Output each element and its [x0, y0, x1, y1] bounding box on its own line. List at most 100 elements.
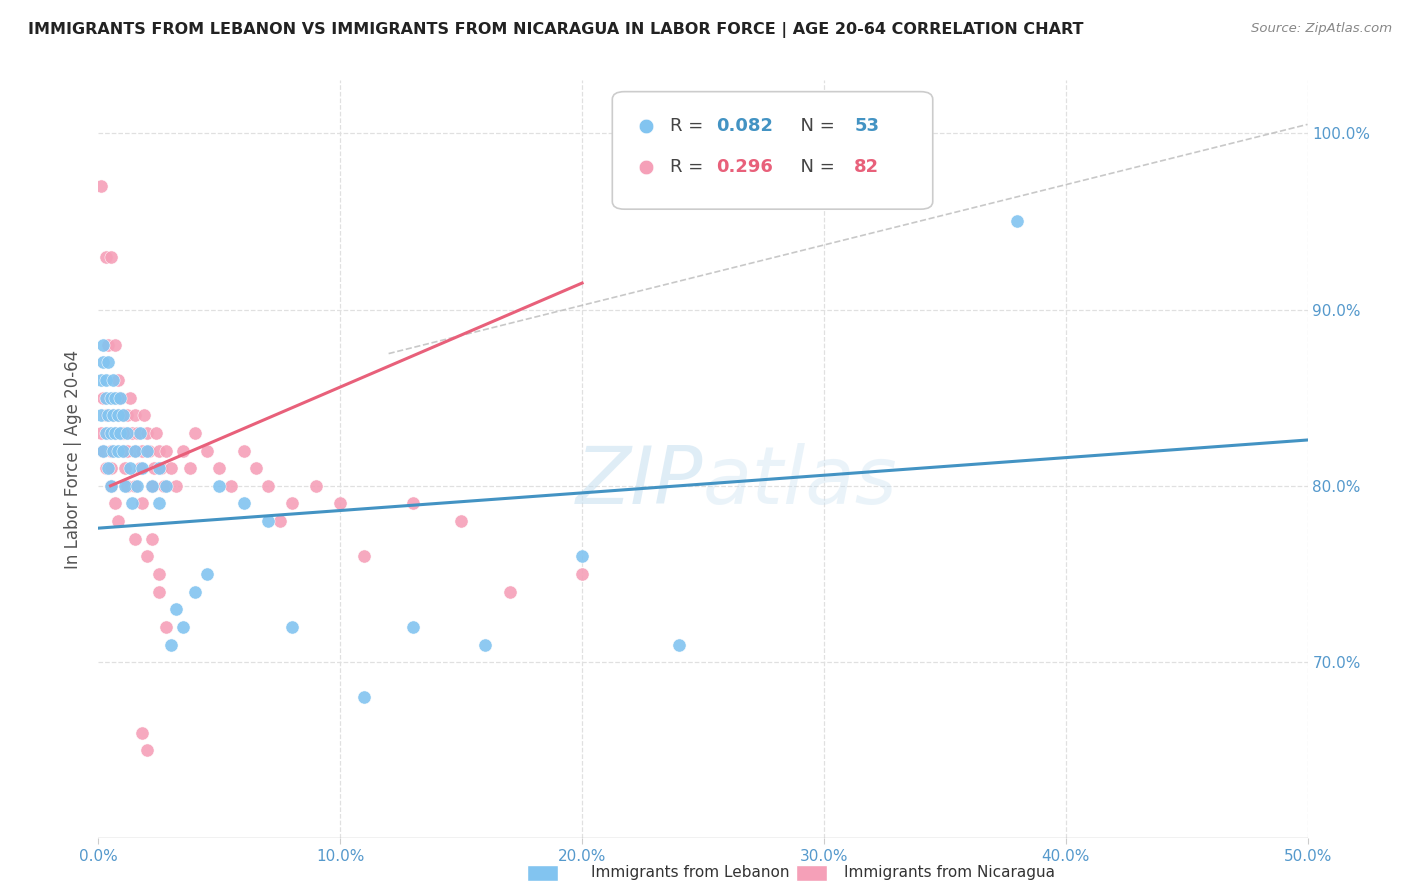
Point — [94, 461, 117, 475]
Text: IMMIGRANTS FROM LEBANON VS IMMIGRANTS FROM NICARAGUA IN LABOR FORCE | AGE 20-64 : IMMIGRANTS FROM LEBANON VS IMMIGRANTS FR… — [28, 22, 1084, 38]
Point — [232, 496, 254, 510]
Text: Immigrants from Lebanon: Immigrants from Lebanon — [591, 865, 789, 880]
Point — [101, 391, 124, 405]
Point — [104, 338, 127, 352]
Point — [117, 425, 139, 440]
Text: Source: ZipAtlas.com: Source: ZipAtlas.com — [1251, 22, 1392, 36]
Point — [571, 549, 593, 564]
Point — [124, 443, 146, 458]
Point — [148, 584, 170, 599]
Point — [94, 250, 117, 264]
Point — [91, 443, 114, 458]
Point — [107, 391, 129, 405]
Point — [108, 425, 131, 440]
Point — [114, 479, 136, 493]
Point — [121, 496, 143, 510]
Point — [111, 409, 134, 423]
Point — [90, 409, 112, 423]
Point — [97, 409, 120, 423]
Point — [148, 566, 170, 581]
Point — [117, 409, 139, 423]
Point — [91, 443, 114, 458]
Point — [208, 479, 231, 493]
Point — [107, 443, 129, 458]
Point — [269, 514, 291, 528]
Point — [124, 409, 146, 423]
Point — [155, 479, 177, 493]
Point — [107, 409, 129, 423]
Point — [305, 479, 328, 493]
Point — [100, 479, 122, 493]
Point — [121, 425, 143, 440]
Point — [94, 409, 117, 423]
Point — [160, 638, 183, 652]
Point — [108, 391, 131, 405]
Point — [100, 443, 122, 458]
Point — [111, 443, 134, 458]
Point — [124, 443, 146, 458]
Point — [97, 338, 120, 352]
Point — [97, 425, 120, 440]
Point — [94, 391, 117, 405]
Point — [195, 566, 218, 581]
Point — [104, 391, 127, 405]
Text: Immigrants from Nicaragua: Immigrants from Nicaragua — [844, 865, 1054, 880]
Point — [100, 250, 122, 264]
Point — [117, 479, 139, 493]
Point — [1007, 214, 1029, 228]
Point — [195, 443, 218, 458]
Point — [402, 496, 425, 510]
Point — [111, 443, 134, 458]
Point — [474, 638, 496, 652]
Point — [138, 443, 160, 458]
Text: N =: N = — [789, 117, 841, 135]
Point — [281, 496, 304, 510]
Point — [353, 690, 375, 705]
Point — [100, 425, 122, 440]
Point — [124, 479, 146, 493]
Point — [353, 549, 375, 564]
Point — [143, 461, 166, 475]
Point — [148, 461, 170, 475]
Point — [91, 338, 114, 352]
Point — [111, 409, 134, 423]
Point — [179, 461, 201, 475]
Text: R =: R = — [671, 117, 710, 135]
Point — [571, 566, 593, 581]
Point — [256, 479, 278, 493]
Point — [90, 373, 112, 387]
Point — [117, 443, 139, 458]
Text: 0.082: 0.082 — [716, 117, 773, 135]
Point — [101, 409, 124, 423]
Point — [256, 514, 278, 528]
Point — [108, 425, 131, 440]
Point — [160, 461, 183, 475]
Point — [135, 549, 157, 564]
Point — [184, 425, 207, 440]
Point — [145, 425, 167, 440]
Point — [104, 425, 127, 440]
Point — [127, 425, 149, 440]
Point — [134, 409, 156, 423]
Point — [97, 355, 120, 369]
Point — [94, 373, 117, 387]
Point — [114, 461, 136, 475]
Point — [104, 496, 127, 510]
Point — [118, 391, 141, 405]
Point — [1182, 329, 1205, 343]
Point — [165, 479, 187, 493]
Point — [128, 461, 150, 475]
Point — [152, 479, 174, 493]
Point — [141, 532, 163, 546]
Point — [131, 496, 153, 510]
Text: 82: 82 — [855, 159, 879, 177]
Point — [1182, 232, 1205, 246]
Point — [100, 479, 122, 493]
Point — [232, 443, 254, 458]
Point — [101, 409, 124, 423]
Point — [221, 479, 243, 493]
Point — [135, 425, 157, 440]
Point — [141, 479, 163, 493]
Point — [108, 391, 131, 405]
Point — [281, 620, 304, 634]
